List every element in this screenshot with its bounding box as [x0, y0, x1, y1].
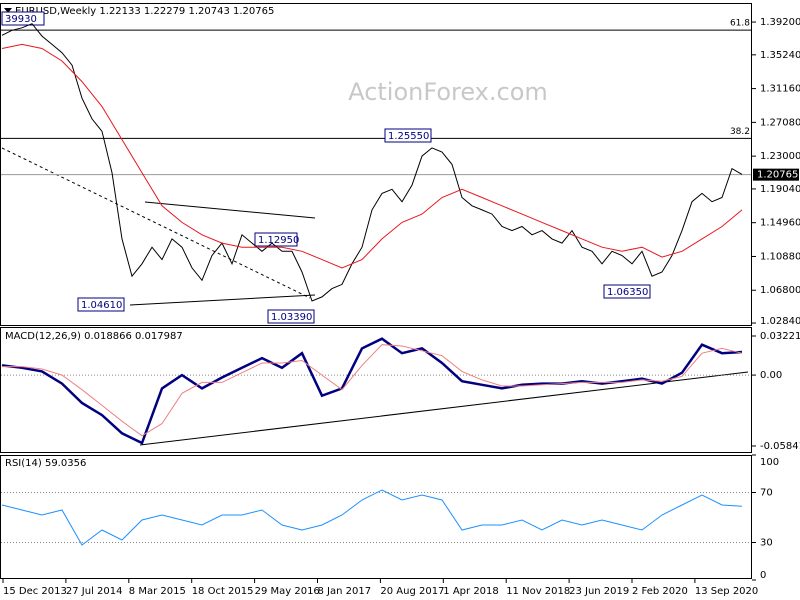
y-tick-label: 1.14960 — [760, 218, 800, 229]
y-tick-label: 0.00 — [760, 370, 782, 381]
annotation-label: 1.06350 — [607, 287, 648, 298]
level-label: 61.8 — [730, 19, 750, 29]
annotation-label: 1.25550 — [388, 131, 429, 142]
panel-title: RSI(14) 59.0356 — [5, 458, 86, 469]
price-box — [753, 168, 799, 181]
x-tick-label: 15 Dec 2013 — [3, 586, 67, 597]
annotation-label: 39930 — [5, 14, 37, 25]
level-label: 38.2 — [730, 127, 750, 137]
y-tick-label: 1.35240 — [760, 50, 800, 61]
series-line — [1, 337, 743, 445]
y-tick-label: 1.06800 — [760, 285, 800, 296]
y-tick-label: 0 — [760, 570, 766, 581]
series-line — [1, 489, 743, 546]
x-tick-label: 20 Aug 2017 — [380, 586, 444, 597]
watermark: ActionForex.com — [348, 78, 548, 106]
annotation-label: 1.12950 — [258, 235, 299, 246]
y-tick-label: 1.27080 — [760, 117, 800, 128]
series-line — [2, 344, 743, 437]
panel-title: MACD(12,26,9) 0.018866 0.017987 — [5, 331, 183, 342]
x-tick-label: 18 Oct 2015 — [192, 586, 254, 597]
x-tick-label: 27 Jul 2014 — [66, 586, 123, 597]
y-tick-label: 1.19040 — [760, 184, 800, 195]
macd-trend-line — [139, 371, 749, 446]
y-tick-label: -0.058413 — [760, 441, 800, 452]
annotation-box — [267, 309, 315, 324]
x-tick-label: 8 Mar 2015 — [129, 586, 186, 597]
y-tick-label: 1.10880 — [760, 251, 800, 262]
trend-line — [144, 201, 316, 219]
x-tick-label: 1 Apr 2018 — [443, 586, 498, 597]
y-tick-label: 0.032215 — [760, 331, 800, 342]
price-panel — [0, 3, 752, 326]
rsi-panel — [0, 455, 752, 579]
y-tick-label: 100 — [760, 457, 779, 468]
annotation-label: 1.04610 — [81, 300, 122, 311]
y-tick-label: 30 — [760, 538, 773, 549]
price-label: 1.20765 — [757, 170, 798, 181]
series-line — [1, 43, 743, 269]
y-tick-label: 1.31160 — [760, 84, 800, 95]
annotation-box — [77, 297, 125, 312]
x-tick-label: 29 May 2016 — [255, 586, 320, 597]
y-tick-label: 70 — [760, 488, 773, 499]
y-tick-label: 1.39200 — [760, 17, 800, 28]
x-tick-label: 2 Feb 2020 — [632, 586, 688, 597]
x-tick-label: 11 Nov 2018 — [506, 586, 570, 597]
y-tick-label: 1.23000 — [760, 151, 800, 162]
annotation-box — [384, 128, 432, 143]
annotation-box — [603, 284, 651, 299]
y-tick-label: 1.02840 — [760, 316, 800, 327]
menu-arrow[interactable] — [4, 8, 12, 13]
x-tick-label: 23 Jun 2019 — [569, 586, 629, 597]
x-tick-label: 8 Jan 2017 — [318, 586, 372, 597]
trend-line — [129, 294, 316, 306]
series-line — [1, 23, 743, 302]
macd-panel — [0, 327, 752, 453]
x-tick-label: 13 Sep 2020 — [695, 586, 758, 597]
annotation-box — [1, 11, 45, 26]
chart-header: EURUSD,Weekly 1.22133 1.22279 1.20743 1.… — [15, 6, 274, 17]
annotation-label: 1.03390 — [271, 312, 312, 323]
